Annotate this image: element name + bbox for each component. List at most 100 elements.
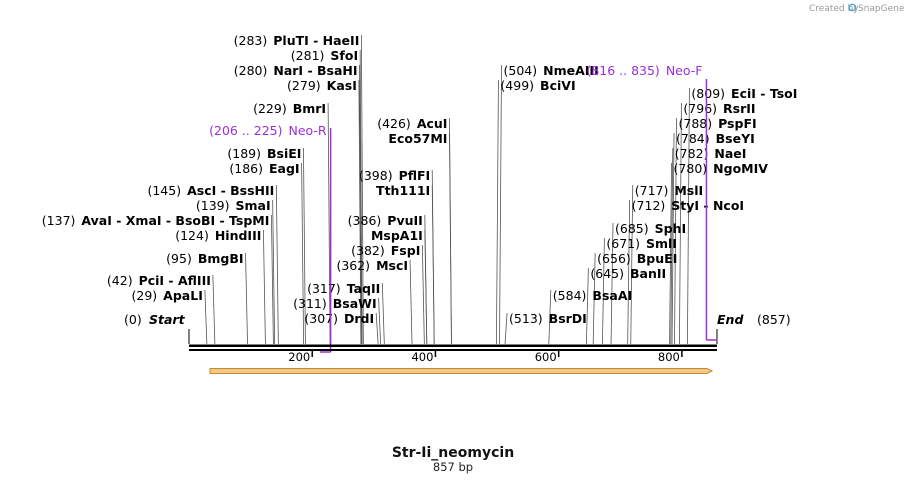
site-line [431, 184, 435, 345]
site-line [674, 117, 677, 345]
site-label: (809) EciI - TsoI [691, 86, 797, 101]
site-label: Tth111I [376, 183, 430, 198]
site-label: (229) BmrI [253, 101, 326, 116]
site-line [687, 87, 690, 345]
site-label: (145) AscI - BssHII [147, 183, 274, 198]
site-label: (283) PluTI - HaeII [234, 33, 360, 48]
site-position: (42) [107, 273, 133, 288]
site-line [358, 79, 362, 345]
site-line [245, 252, 248, 345]
site-line [670, 147, 674, 345]
site-position: (362) [336, 258, 370, 273]
site-position: (780) [674, 161, 708, 176]
enzyme-name: TaqII [347, 281, 381, 296]
primer: Neo-F (816 .. 835) [586, 63, 718, 341]
site-position: (307) [304, 311, 338, 326]
enzyme-name: DrdI [344, 311, 374, 326]
site-line [548, 289, 552, 345]
credit-prefix: Created by [809, 4, 859, 14]
site-labels: (29) ApaLI (42) PciI - AflIII (95) BmgBI (124)… [42, 33, 798, 326]
site-line [630, 184, 634, 345]
enzyme-name: BsaAI [592, 288, 632, 303]
site-line [359, 64, 362, 345]
ruler-ticks: 200 400 600 800 [288, 350, 683, 364]
site-position: (796) [683, 101, 717, 116]
enzyme-name: AscI - BssHII [187, 183, 274, 198]
site-position: (398) [359, 168, 393, 183]
site-label: (426) AcuI [377, 116, 447, 131]
site-position: (809) [691, 86, 725, 101]
site-label: (784) BseYI [676, 131, 755, 146]
site-position: (645) [590, 266, 624, 281]
site-label: Eco57MI [388, 131, 447, 146]
site-position: (229) [253, 101, 287, 116]
enzyme-name: AcuI [417, 116, 448, 131]
primer-range: (206 .. 225) [209, 123, 282, 138]
site-line [381, 282, 385, 345]
site-label: (717) MslI [635, 183, 703, 198]
feature-arrow [209, 368, 714, 374]
site-position: (283) [234, 33, 268, 48]
site-position: (279) [287, 78, 321, 93]
site-line [271, 214, 274, 345]
site-position: (382) [351, 243, 385, 258]
enzyme-name: SphI [655, 221, 687, 236]
enzyme-name: PciI - AflIII [139, 273, 211, 288]
site-position: (671) [606, 236, 640, 251]
site-position: (124) [175, 228, 209, 243]
enzyme-name: PvuII [387, 213, 423, 228]
enzyme-name: MspA1I [371, 228, 423, 243]
site-label: (782) NaeI [675, 146, 747, 161]
site-line [303, 147, 306, 345]
site-label: (788) PspFI [678, 116, 756, 131]
site-position: (386) [348, 213, 382, 228]
site-line [602, 237, 605, 345]
site-label: (280) NarI - BsaHI [234, 63, 358, 78]
site-label: (362) MscI [336, 258, 408, 273]
map-title: Str-Ii_neomycin [392, 445, 514, 461]
site-label: (382) FspI [351, 243, 420, 258]
site-line [360, 34, 364, 345]
site-label: (656) BpuEI [597, 251, 677, 266]
site-position: (513) [509, 311, 543, 326]
enzyme-name: EciI - TsoI [731, 86, 797, 101]
enzyme-name: PspFI [718, 116, 757, 131]
site-line [409, 259, 413, 345]
site-line [262, 229, 266, 345]
enzyme-name: KasI [327, 78, 357, 93]
site-line [272, 199, 276, 345]
snapgene-logo-icon [848, 3, 857, 12]
site-label: (317) TaqII [307, 281, 380, 296]
site-line [499, 64, 502, 345]
enzyme-name: BseYI [716, 131, 755, 146]
site-line [669, 162, 672, 345]
site-line [275, 184, 279, 345]
site-line [301, 162, 304, 345]
site-line [671, 132, 675, 345]
backbone-top-strand [189, 344, 717, 347]
site-line [504, 312, 508, 345]
enzyme-name: Tth111I [376, 183, 430, 198]
enzyme-name: BciVI [540, 78, 576, 93]
tick-label: 400 [411, 350, 433, 364]
backbone-bottom-strand [189, 349, 717, 351]
site-line [496, 79, 499, 345]
site-label: (499) BciVI [500, 78, 575, 93]
site-position: (281) [291, 48, 325, 63]
tick-label: 800 [658, 350, 680, 364]
enzyme-name: PluTI - HaeII [273, 33, 359, 48]
enzyme-name: EagI [269, 161, 300, 176]
site-label: MspA1I [371, 228, 423, 243]
enzyme-name: SmlI [646, 236, 677, 251]
enzyme-name: FspI [391, 243, 421, 258]
enzyme-name: AvaI - XmaI - BsoBI - TspMI [81, 213, 269, 228]
site-label: (712) StyI - NcoI [632, 198, 744, 213]
enzyme-name: BsaWI [333, 296, 377, 311]
enzyme-name: SfoI [330, 48, 358, 63]
site-position: (145) [147, 183, 181, 198]
enzyme-name: MslI [674, 183, 703, 198]
enzyme-name: NarI - BsaHI [273, 63, 357, 78]
backbone: 200 400 600 800 [189, 344, 717, 364]
primer-name: Neo-R [288, 123, 326, 138]
